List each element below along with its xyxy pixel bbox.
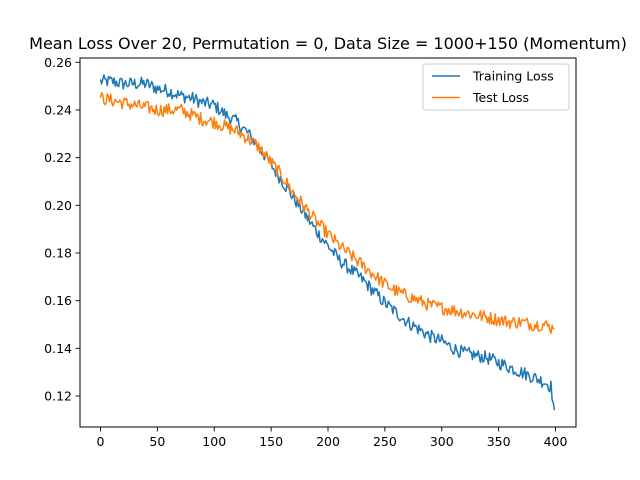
- y-tick-label: 0.14: [44, 341, 72, 356]
- x-axis: 0 50 100 150 200 250 300 350 400: [97, 427, 568, 449]
- x-tick-label: 250: [373, 434, 397, 449]
- y-tick-label: 0.24: [44, 102, 72, 117]
- plot-frame: [79, 57, 577, 428]
- legend-label-1: Test Loss: [472, 90, 529, 105]
- x-tick-label: 150: [259, 434, 283, 449]
- x-tick-label: 300: [430, 434, 454, 449]
- y-tick-label: 0.18: [44, 245, 72, 260]
- legend: Training Loss Test Loss: [422, 63, 570, 111]
- y-tick-label: 0.20: [44, 198, 72, 213]
- y-tick-label: 0.12: [44, 389, 72, 404]
- y-tick-label: 0.22: [44, 150, 72, 165]
- legend-label-0: Training Loss: [472, 69, 554, 84]
- x-tick-label: 400: [544, 434, 568, 449]
- x-tick-label: 0: [97, 434, 105, 449]
- x-tick-label: 100: [202, 434, 226, 449]
- x-tick-label: 200: [316, 434, 340, 449]
- chart-title: Mean Loss Over 20, Permutation = 0, Data…: [29, 34, 627, 53]
- y-tick-label: 0.16: [44, 293, 72, 308]
- x-tick-label: 350: [487, 434, 511, 449]
- y-tick-label: 0.26: [44, 55, 72, 70]
- series-layer: [99, 74, 556, 411]
- y-axis: 0.12 0.14 0.16 0.18 0.20 0.22 0.24 0.26: [44, 55, 80, 404]
- series-line-1: [99, 91, 555, 335]
- series-line-0: [99, 74, 556, 411]
- plot-area: [79, 57, 577, 428]
- x-tick-label: 50: [149, 434, 165, 449]
